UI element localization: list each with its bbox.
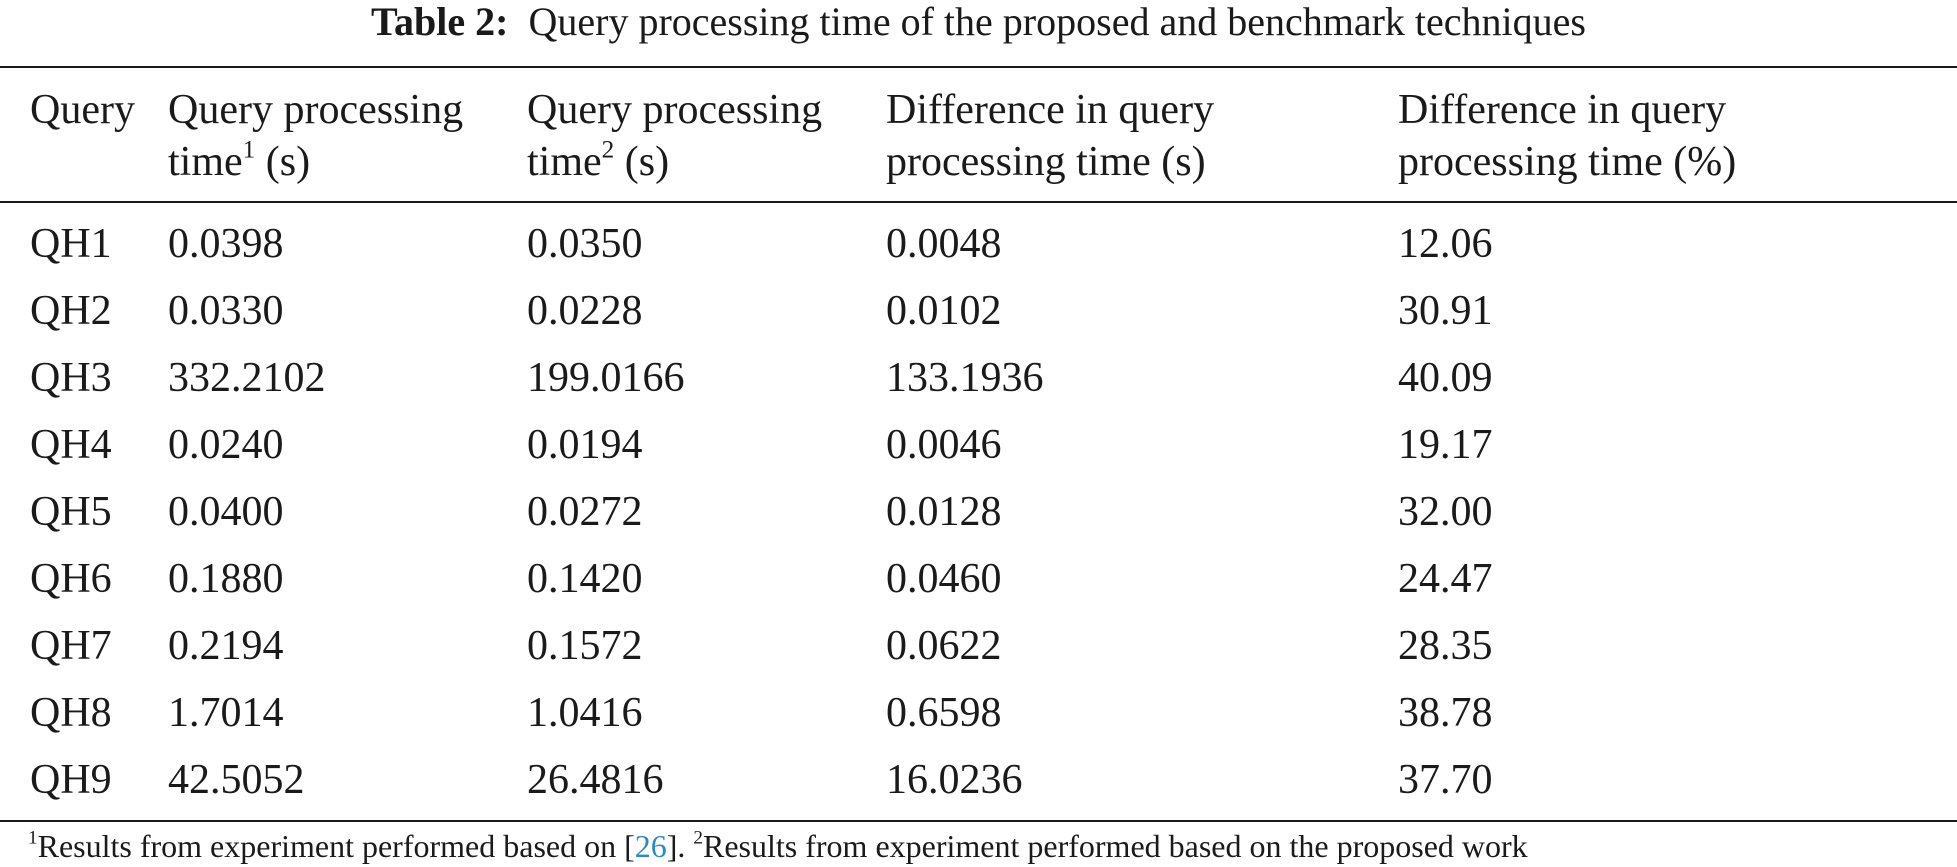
cell-time-2: 0.0228 (527, 288, 643, 334)
cell-query: QH2 (30, 288, 112, 334)
cell-diff-seconds: 16.0236 (886, 757, 1023, 803)
cell-time-2: 0.0350 (527, 221, 643, 267)
cell-diff-seconds: 0.0048 (886, 221, 1002, 267)
cell-diff-percent: 40.09 (1398, 355, 1493, 401)
citation-link[interactable]: 26 (634, 828, 667, 864)
header-line1: Difference in query (886, 87, 1215, 133)
cell-diff-seconds: 0.0102 (886, 288, 1002, 334)
cell-time-1: 332.2102 (168, 355, 326, 401)
cell-time-2: 199.0166 (527, 355, 685, 401)
table-top-rule (0, 66, 1957, 68)
header-line2: time (168, 139, 243, 185)
cell-time-1: 0.0330 (168, 288, 284, 334)
cell-time-1: 0.0398 (168, 221, 284, 267)
caption-label: Table 2: (371, 0, 509, 44)
cell-time-1: 0.0400 (168, 489, 284, 535)
caption-text: Query processing time of the proposed an… (528, 0, 1586, 44)
header-difference-percent: Difference in query processing time (%) (1398, 84, 1736, 188)
cell-diff-percent: 38.78 (1398, 690, 1493, 736)
cell-diff-seconds: 0.0128 (886, 489, 1002, 535)
cell-query: QH4 (30, 422, 112, 468)
footnote-text-2: Results from experiment performed based … (703, 828, 1528, 864)
header-query-label: Query (30, 87, 135, 133)
cell-query: QH1 (30, 221, 112, 267)
header-line1: Query processing (527, 87, 823, 133)
header-query: Query (30, 84, 135, 136)
cell-diff-percent: 28.35 (1398, 623, 1493, 669)
header-line2: time (527, 139, 602, 185)
table-caption: Table 2: Query processing time of the pr… (0, 0, 1957, 64)
cell-diff-seconds: 133.1936 (886, 355, 1044, 401)
cell-query: QH7 (30, 623, 112, 669)
cell-time-2: 1.0416 (527, 690, 643, 736)
cell-time-1: 0.1880 (168, 556, 284, 602)
header-unit: (s) (614, 139, 670, 185)
cell-time-1: 0.0240 (168, 422, 284, 468)
header-line1: Query processing (168, 87, 464, 133)
cell-time-2: 26.4816 (527, 757, 664, 803)
cell-time-1: 1.7014 (168, 690, 284, 736)
header-superscript: 2 (601, 136, 615, 164)
cell-diff-percent: 12.06 (1398, 221, 1493, 267)
cell-time-2: 0.0272 (527, 489, 643, 535)
cell-diff-percent: 19.17 (1398, 422, 1493, 468)
cell-diff-seconds: 0.0622 (886, 623, 1002, 669)
header-bottom-rule (0, 201, 1957, 203)
cell-diff-seconds: 0.0460 (886, 556, 1002, 602)
cell-time-1: 42.5052 (168, 757, 305, 803)
cell-time-2: 0.0194 (527, 422, 643, 468)
cell-query: QH9 (30, 757, 112, 803)
header-processing-time-1: Query processing time1 (s) (168, 84, 463, 188)
table-bottom-rule (0, 820, 1957, 822)
header-superscript: 1 (242, 136, 256, 164)
cell-query: QH3 (30, 355, 112, 401)
cell-query: QH6 (30, 556, 112, 602)
cell-time-2: 0.1572 (527, 623, 643, 669)
header-processing-time-2: Query processing time2 (s) (527, 84, 822, 188)
table-footnote: 1Results from experiment performed based… (28, 826, 1528, 866)
cell-diff-percent: 24.47 (1398, 556, 1493, 602)
header-difference-seconds: Difference in query processing time (s) (886, 84, 1214, 188)
header-line1: Difference in query (1398, 87, 1727, 133)
footnote-marker-2: 2 (693, 827, 703, 849)
header-unit: (s) (255, 139, 311, 185)
footnote-text-1: Results from experiment performed based … (37, 828, 635, 864)
cell-query: QH5 (30, 489, 112, 535)
cell-query: QH8 (30, 690, 112, 736)
cell-time-1: 0.2194 (168, 623, 284, 669)
cell-diff-seconds: 0.0046 (886, 422, 1002, 468)
cell-diff-percent: 32.00 (1398, 489, 1493, 535)
header-line2: processing time (%) (1398, 139, 1737, 185)
header-line2: processing time (s) (886, 139, 1206, 185)
cell-diff-percent: 37.70 (1398, 757, 1493, 803)
cell-diff-seconds: 0.6598 (886, 690, 1002, 736)
footnote-marker-1: 1 (28, 827, 38, 849)
cell-diff-percent: 30.91 (1398, 288, 1493, 334)
cell-time-2: 0.1420 (527, 556, 643, 602)
footnote-separator: ]. (666, 828, 694, 864)
